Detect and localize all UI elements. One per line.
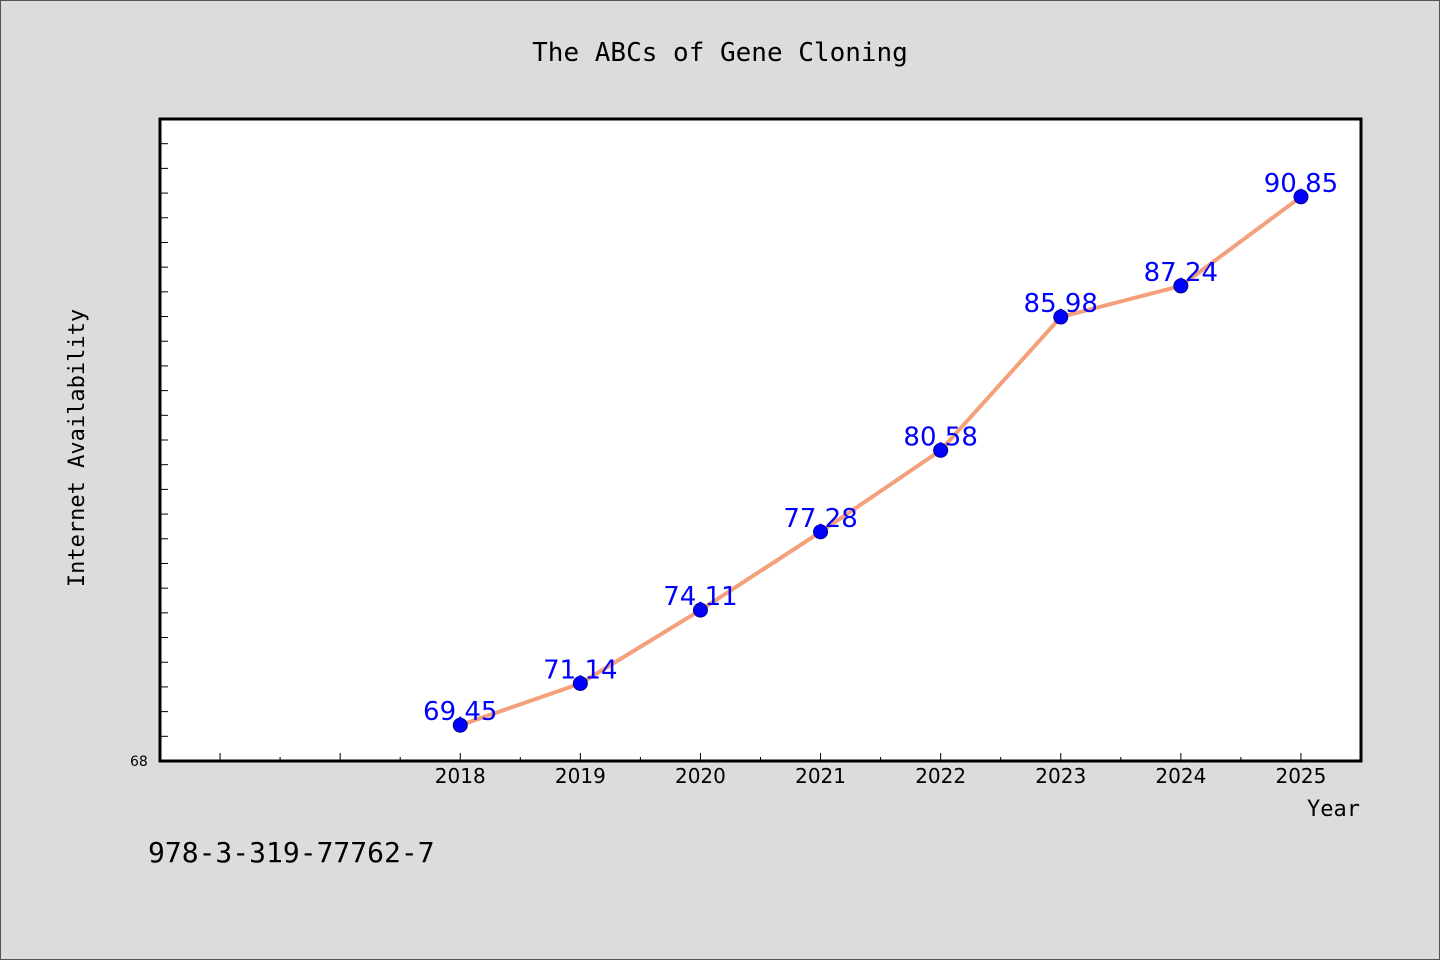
x-tick-label: 2025	[1275, 764, 1326, 788]
chart-title: The ABCs of Gene Cloning	[532, 38, 908, 68]
x-axis-tick-labels: 2018 2019 2020 2021 2022 2023 2024 2025	[435, 764, 1327, 788]
x-tick-label: 2024	[1155, 764, 1206, 788]
plot-area	[158, 117, 1363, 763]
data-point	[452, 717, 468, 733]
series-markers	[452, 189, 1309, 733]
x-tick-label: 2020	[675, 764, 726, 788]
x-tick-label: 2021	[795, 764, 846, 788]
data-label: 71.14	[543, 655, 617, 685]
data-point	[692, 602, 708, 618]
x-tick-label: 2022	[915, 764, 966, 788]
x-tick-label: 2023	[1035, 764, 1086, 788]
data-point	[1053, 309, 1069, 325]
y-tick-label-min: 68	[130, 754, 148, 770]
data-label: 90.85	[1264, 169, 1338, 199]
x-axis-ticks	[219, 753, 1302, 761]
x-tick-label: 2018	[435, 764, 486, 788]
series-line	[458, 194, 1303, 728]
data-label: 87.24	[1144, 258, 1218, 288]
isbn-caption: 978-3-319-77762-7	[148, 836, 435, 869]
x-tick-label: 2019	[555, 764, 606, 788]
x-axis-label: Year	[1307, 797, 1360, 822]
y-axis-label: Internet Availability	[65, 309, 90, 587]
data-point	[1293, 189, 1309, 205]
data-label: 77.28	[783, 504, 857, 534]
data-label: 85.98	[1024, 289, 1098, 319]
data-label: 69.45	[423, 697, 497, 727]
data-label: 80.58	[903, 422, 977, 452]
data-point	[933, 442, 949, 458]
data-point	[572, 675, 588, 691]
y-axis-ticks	[160, 118, 168, 762]
series-data-labels: 69.45 71.14 74.11 77.28 80.58 85.98 87.24 90.85	[423, 169, 1338, 727]
data-point	[1173, 278, 1189, 294]
data-point	[813, 524, 829, 540]
data-label: 74.11	[663, 582, 737, 612]
